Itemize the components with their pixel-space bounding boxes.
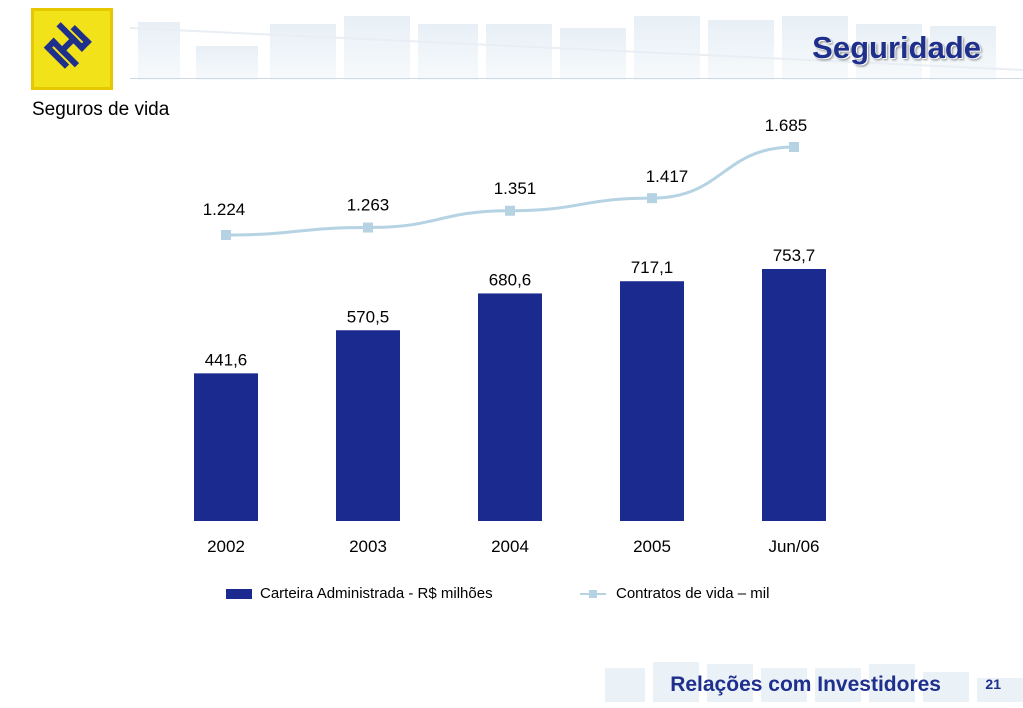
legend-label-bars: Carteira Administrada - R$ milhões bbox=[260, 585, 493, 602]
line-value-label: 1.417 bbox=[646, 167, 689, 186]
line-value-label: 1.351 bbox=[494, 179, 537, 198]
bar-value-label: 680,6 bbox=[489, 270, 532, 289]
bar-value-label: 753,7 bbox=[773, 246, 816, 265]
footer-label: Relações com Investidores bbox=[670, 673, 941, 696]
line-point bbox=[789, 142, 799, 152]
bar bbox=[194, 373, 258, 521]
bar-value-label: 570,5 bbox=[347, 307, 390, 326]
banco-do-brasil-logo-icon bbox=[31, 8, 113, 90]
legend-item-line: Contratos de vida – mil bbox=[580, 585, 769, 602]
line-value-label: 1.263 bbox=[347, 196, 390, 215]
line-point bbox=[505, 205, 515, 216]
line-point bbox=[363, 222, 373, 233]
bar bbox=[478, 293, 542, 521]
line-value-label: 1.224 bbox=[203, 200, 246, 219]
legend-swatch-line bbox=[580, 589, 606, 599]
legend-swatch-bar bbox=[226, 588, 252, 599]
bar bbox=[620, 281, 684, 521]
bar bbox=[336, 330, 400, 521]
header-decoration bbox=[130, 16, 1023, 80]
header-divider bbox=[130, 78, 1023, 79]
x-tick-label: 2005 bbox=[633, 537, 671, 556]
line-point bbox=[647, 193, 657, 204]
line-value-label: 1.685 bbox=[765, 116, 808, 135]
x-tick-label: 2002 bbox=[207, 537, 245, 556]
bar-value-label: 717,1 bbox=[631, 258, 674, 277]
bar-value-label: 441,6 bbox=[205, 350, 248, 369]
page-number: 21 bbox=[985, 676, 1001, 692]
x-tick-label: Jun/06 bbox=[768, 537, 819, 556]
bar bbox=[762, 269, 826, 521]
footer-decoration bbox=[605, 662, 1023, 702]
legend-item-bars: Carteira Administrada - R$ milhões bbox=[226, 585, 493, 602]
x-tick-label: 2004 bbox=[491, 537, 529, 556]
legend-label-line: Contratos de vida – mil bbox=[616, 585, 770, 602]
page-title: Seguridade bbox=[812, 30, 981, 65]
chart-subtitle: Seguros de vida bbox=[32, 99, 170, 120]
x-tick-label: 2003 bbox=[349, 537, 387, 556]
line-point bbox=[221, 230, 231, 240]
